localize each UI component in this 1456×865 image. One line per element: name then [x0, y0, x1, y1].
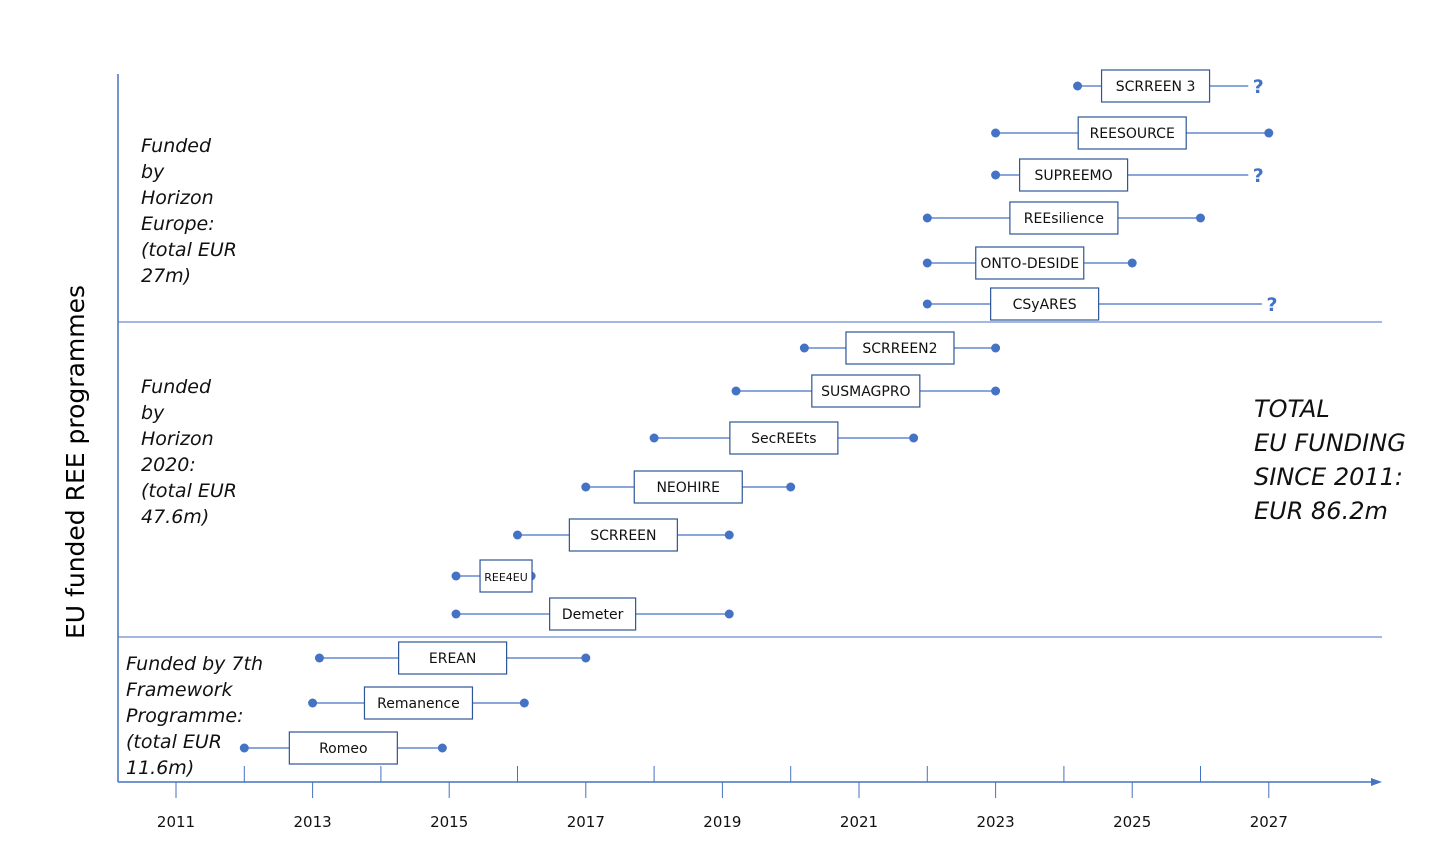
programme-box [549, 597, 637, 631]
start-point [513, 530, 522, 540]
programme-csyares: ? CSyARES [922, 287, 1277, 321]
section-label-fp7: Funded by 7th Framework Programme: (tota… [126, 653, 264, 779]
start-point [1073, 81, 1083, 91]
start-point [922, 213, 932, 223]
tick-label: 2021 [840, 813, 878, 831]
start-point [922, 299, 932, 309]
end-point [1196, 213, 1205, 223]
programme-label: NEOHIRE [656, 480, 720, 496]
end-point [786, 482, 796, 492]
programme-box [975, 246, 1085, 280]
programme-label: EREAN [429, 651, 476, 667]
start-point [991, 128, 1001, 138]
open-end-question-mark: ? [1266, 294, 1277, 316]
start-point [731, 386, 741, 396]
programme-box [1077, 116, 1187, 150]
programme-label: SUSMAGPRO [821, 384, 910, 400]
programme-box [363, 686, 474, 720]
y-axis-label: EU funded REE programmes [61, 285, 90, 639]
tick-label: 2015 [430, 813, 468, 831]
programme-label: REE4EU [484, 571, 528, 584]
start-point [922, 258, 932, 268]
total-funding-note: TOTAL EU FUNDING SINCE 2011: EUR 86.2m [1254, 395, 1406, 525]
tick-label: 2019 [703, 813, 741, 831]
programme-reesilience: REEsilience [922, 201, 1205, 235]
tick-label: 2013 [294, 813, 332, 831]
programme-box [845, 331, 955, 365]
start-point [239, 743, 249, 753]
programme-demeter: Demeter [451, 597, 734, 631]
programme-secreets: SecREEts [649, 421, 919, 455]
programme-box [811, 374, 921, 408]
programme-label: SCRREEN [590, 528, 656, 544]
start-point [308, 698, 318, 708]
programme-neohire: NEOHIRE [581, 470, 796, 504]
programme-label: CSyARES [1013, 297, 1077, 313]
end-point [519, 698, 529, 708]
start-point [451, 609, 461, 619]
section-label-horizon-2020: Funded by Horizon 2020: (total EUR 47.6m… [141, 376, 238, 528]
programme-ree4eu: REE4EU [451, 559, 536, 593]
programme-erean: EREAN [314, 641, 591, 675]
section-label-horizon-europe: Funded by Horizon Europe: (total EUR 27m… [141, 135, 238, 287]
start-point [314, 653, 324, 663]
programme-scrreen-3: ? SCRREEN 3 [1073, 69, 1264, 103]
end-point [991, 343, 1001, 353]
tick-label: 2027 [1250, 813, 1288, 831]
programme-scrreen2: SCRREEN2 [799, 331, 1001, 365]
tick-label: 2023 [977, 813, 1015, 831]
x-axis-arrowhead [1371, 778, 1382, 786]
end-point [437, 743, 447, 753]
programme-box [990, 287, 1100, 321]
start-point [799, 343, 809, 353]
programme-box [568, 518, 678, 552]
programme-box [398, 641, 508, 675]
programme-box [1100, 69, 1211, 103]
programme-box [479, 559, 533, 593]
open-end-question-mark: ? [1253, 76, 1264, 98]
end-point [1264, 128, 1274, 138]
programme-box [729, 421, 839, 455]
programme-label: REEsilience [1024, 211, 1104, 227]
programme-scrreen: SCRREEN [513, 518, 734, 552]
tick-label: 2025 [1113, 813, 1151, 831]
programme-box [1009, 201, 1119, 235]
programme-box [1018, 158, 1129, 192]
programme-label: Romeo [319, 741, 367, 757]
programme-susmagpro: SUSMAGPRO [731, 374, 1001, 408]
end-point [581, 653, 591, 663]
programme-bars: ? SCRREEN 3 REESOURCE? SUPREEMO REEsilience O… [239, 69, 1277, 765]
programme-label: REESOURCE [1090, 126, 1175, 142]
programme-romeo: Romeo [239, 731, 447, 765]
programme-box [633, 470, 743, 504]
programme-label: SCRREEN 3 [1116, 79, 1196, 95]
end-point [991, 386, 1001, 396]
programme-supreemo: ? SUPREEMO [991, 158, 1264, 192]
start-point [649, 433, 659, 443]
end-point [909, 433, 919, 443]
end-point [724, 609, 734, 619]
x-axis-ticks: 2011 2013 2015 2017 2019 2021 2023 2025 2027 [157, 766, 1288, 831]
programme-onto-deside: ONTO-DESIDE [922, 246, 1137, 280]
end-point [1127, 258, 1137, 268]
open-end-question-mark: ? [1253, 165, 1264, 187]
programme-label: SecREEts [751, 431, 816, 447]
programme-label: Remanence [377, 696, 460, 712]
tick-label: 2017 [567, 813, 605, 831]
tick-label: 2011 [157, 813, 195, 831]
programme-label: Demeter [562, 607, 624, 623]
programme-reesource: REESOURCE [991, 116, 1274, 150]
programme-label: ONTO-DESIDE [980, 256, 1079, 272]
start-point [581, 482, 591, 492]
programme-box [288, 731, 398, 765]
start-point [451, 571, 461, 581]
programme-label: SCRREEN2 [862, 341, 937, 357]
programme-remanence: Remanence [308, 686, 529, 720]
programme-label: SUPREEMO [1035, 168, 1113, 184]
chart-frame [117, 74, 1382, 786]
start-point [991, 170, 1001, 180]
end-point [724, 530, 734, 540]
